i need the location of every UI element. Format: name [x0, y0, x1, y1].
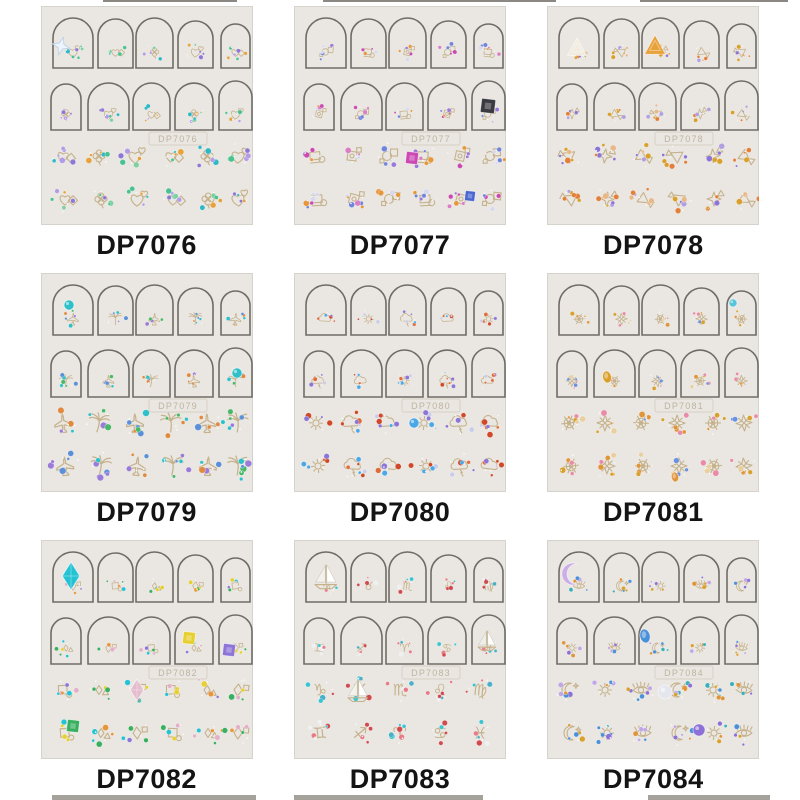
svg-text:♓: ♓ — [483, 640, 495, 655]
product-code-label: DP7080 — [349, 497, 451, 527]
product-card[interactable]: DP7080 DP7080 — [273, 273, 526, 540]
svg-text:♍: ♍ — [483, 578, 495, 593]
product-code-label: DP7079 — [96, 497, 197, 527]
svg-text:DP7081: DP7081 — [664, 401, 704, 411]
svg-text:DP7082: DP7082 — [158, 668, 198, 678]
svg-text:♐: ♐ — [356, 641, 367, 655]
product-code-label: DP7081 — [603, 497, 704, 527]
svg-text:♍: ♍ — [472, 680, 488, 700]
svg-text:♓: ♓ — [472, 723, 487, 742]
product-card[interactable]: DP7081 DP7081 — [527, 273, 780, 540]
sticker-sheet-photo: DP7076 — [40, 6, 253, 225]
svg-text:♑: ♑ — [321, 579, 331, 593]
product-card[interactable]: DP7084 DP7084 — [527, 540, 780, 800]
sticker-sheet-photo: DP7081 — [547, 273, 760, 492]
svg-text:DP7079: DP7079 — [158, 401, 198, 411]
svg-text:♏: ♏ — [402, 579, 414, 594]
svg-text:♌: ♌ — [443, 578, 455, 593]
sticker-sheet-photo: DP7084 — [547, 540, 760, 759]
product-code-label: DP7084 — [603, 764, 704, 794]
cropped-sheet-edge-top — [323, 0, 556, 2]
product-card[interactable]: DP7078 DP7078 — [527, 6, 780, 273]
svg-text:♈: ♈ — [399, 641, 410, 655]
product-card[interactable]: DP7077 DP7077 — [273, 6, 526, 273]
product-card[interactable]: DP7082 DP7082 — [20, 540, 273, 800]
cropped-sheet-edge-top — [103, 0, 237, 2]
product-code-label: DP7076 — [96, 230, 197, 260]
sticker-sheet-photo: DP7082 — [40, 540, 253, 759]
product-card[interactable]: DP7076 DP7076 — [20, 6, 273, 273]
svg-text:DP7077: DP7077 — [411, 134, 451, 144]
product-card[interactable]: ♑♉♏♌♍♊♐♈♋♓DP7083♑♉♏♌♍♊♐♈♋♓ DP7083 — [273, 540, 526, 800]
svg-text:DP7076: DP7076 — [158, 134, 198, 144]
svg-text:♋: ♋ — [441, 640, 453, 655]
product-code-label: DP7078 — [603, 230, 704, 260]
svg-text:♏: ♏ — [393, 680, 408, 699]
svg-text:♉: ♉ — [363, 579, 373, 593]
cropped-sheet-edge-top — [640, 0, 788, 2]
cropped-sheet-edge-bottom — [52, 795, 256, 800]
sticker-sheet-photo: ♑♉♏♌♍♊♐♈♋♓DP7083♑♉♏♌♍♊♐♈♋♓ — [293, 540, 506, 759]
svg-text:DP7078: DP7078 — [664, 134, 704, 144]
cropped-sheet-edge-bottom — [294, 795, 483, 800]
sticker-sheet-photo: DP7079 — [40, 273, 253, 492]
sticker-sheet-photo: DP7078 — [547, 6, 760, 225]
svg-text:DP7083: DP7083 — [411, 668, 451, 678]
product-code-label: DP7082 — [96, 764, 197, 794]
product-code-label: DP7083 — [349, 764, 451, 794]
svg-text:DP7084: DP7084 — [664, 668, 704, 678]
sticker-sheet-photo: DP7077 — [293, 6, 506, 225]
product-card[interactable]: DP7079 DP7079 — [20, 273, 273, 540]
product-code-label: DP7077 — [349, 230, 451, 260]
svg-text:♊: ♊ — [313, 640, 325, 655]
sticker-sheet-photo: DP7080 — [293, 273, 506, 492]
cropped-sheet-edge-bottom — [648, 795, 770, 800]
svg-text:DP7080: DP7080 — [411, 401, 451, 411]
